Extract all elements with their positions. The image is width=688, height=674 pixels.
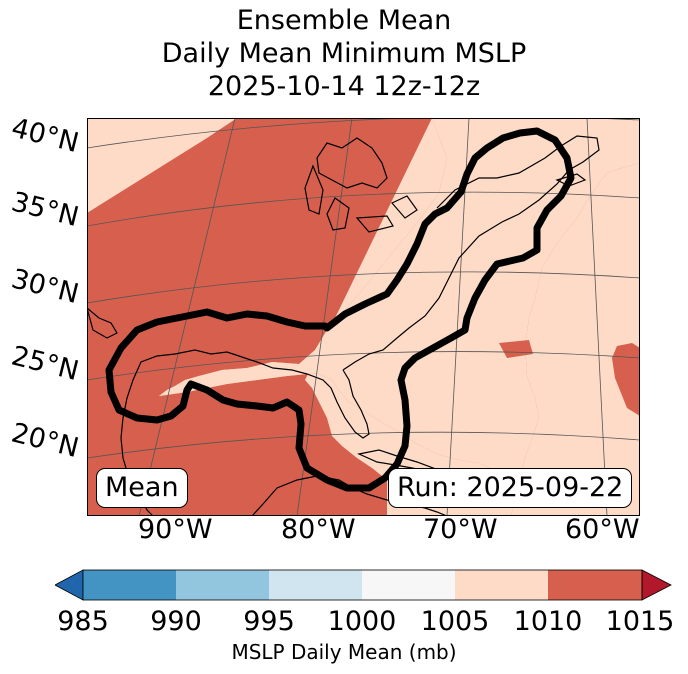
run-date-badge: Run: 2025-09-22 [388,468,633,508]
colorbar-tick-1010: 1010 [513,606,583,637]
colorbar-tick-995: 995 [243,606,295,637]
lon-label-60w: 60°W [565,514,640,545]
colorbar-extend-low [55,569,84,601]
colorbar [55,569,672,601]
colorbar-extend-high [641,569,672,601]
colorbar-outline [82,569,643,601]
colorbar-tick-1000: 1000 [327,606,397,637]
map-frame [87,118,640,516]
mean-badge: Mean [96,468,188,508]
pressure-field-mid-northwest [87,118,237,213]
title-line-3: 2025-10-14 12z-12z [207,71,481,102]
colorbar-bin-990-995 [176,570,269,600]
lat-label-20n: 20°N [8,417,82,465]
colorbar-tick-1015: 1015 [605,606,675,637]
pressure-field-mid-atlantic-patch [499,340,533,358]
colorbar-bin-1010-1015 [548,570,642,600]
pressure-field-mid-northeast [159,118,640,516]
lat-label-25n: 25°N [8,340,82,388]
colorbar-tick-985: 985 [57,606,109,637]
mslp-contour [105,127,575,492]
lat-label-35n: 35°N [8,186,82,234]
lon-label-70w: 70°W [423,514,498,545]
colorbar-tick-1005: 1005 [420,606,490,637]
colorbar-bin-1000-1005 [362,570,455,600]
lon-label-80w: 80°W [281,514,356,545]
lat-label-40n: 40°N [8,112,82,160]
colorbar-bin-995-1000 [269,570,362,600]
colorbar-tick-990: 990 [150,606,202,637]
title-line-2: Daily Mean Minimum MSLP [161,38,527,69]
title-line-1: Ensemble Mean [236,5,452,36]
colorbar-bin-985-990 [83,570,176,600]
colorbar-label: MSLP Daily Mean (mb) [231,640,457,664]
lon-label-90w: 90°W [138,514,213,545]
colorbar-bin-1005-1010 [455,570,548,600]
lat-label-30n: 30°N [8,263,82,311]
